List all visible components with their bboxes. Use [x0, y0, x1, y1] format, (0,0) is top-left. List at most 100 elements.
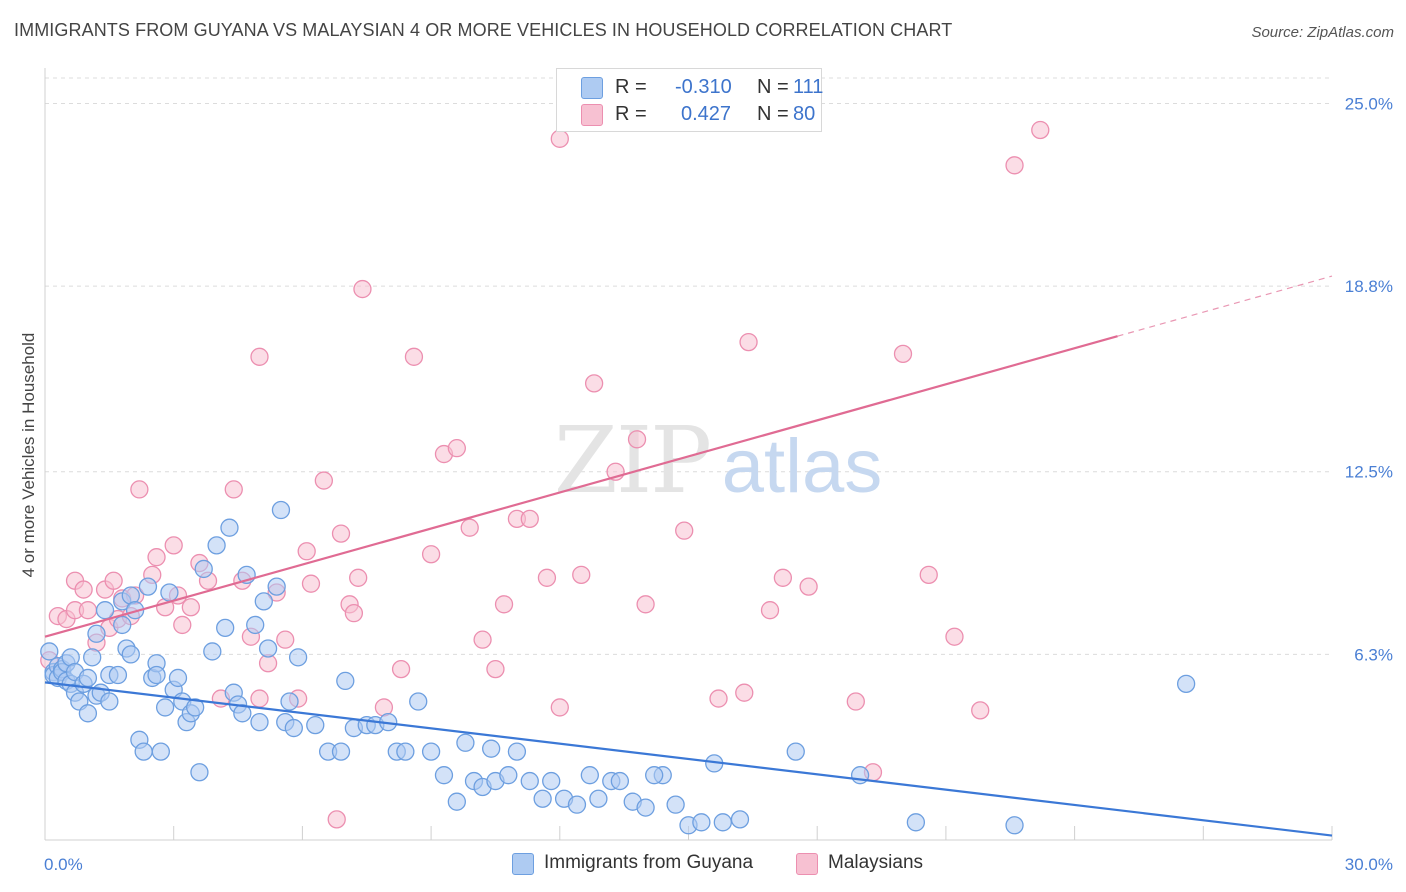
- data-point-guyana: [589, 789, 608, 808]
- data-point-malaysians: [520, 509, 539, 529]
- data-point-guyana: [331, 742, 351, 761]
- data-point-malaysians: [78, 601, 98, 620]
- data-point-guyana: [1005, 816, 1024, 835]
- data-point-malaysians: [181, 598, 201, 617]
- data-point-guyana: [730, 810, 750, 829]
- data-point-guyana: [40, 642, 59, 661]
- y-tick-label: 18.8%: [1345, 277, 1393, 296]
- data-point-malaysians: [773, 568, 793, 587]
- data-point-guyana: [713, 813, 732, 832]
- data-point-guyana: [78, 704, 98, 723]
- data-point-malaysians: [537, 568, 557, 587]
- watermark: ZIP atlas: [554, 407, 882, 514]
- data-point-guyana: [288, 648, 308, 667]
- data-point-guyana: [906, 813, 926, 832]
- trend-line-malaysians: [44, 335, 1118, 638]
- data-point-malaysians: [74, 580, 93, 599]
- data-point-guyana: [246, 615, 265, 635]
- data-point-malaysians: [919, 565, 938, 584]
- gridlines: [45, 77, 1332, 655]
- data-point-malaysians: [104, 571, 123, 590]
- data-point-malaysians: [486, 659, 505, 679]
- data-point-guyana: [610, 771, 630, 791]
- data-point-malaysians: [224, 480, 243, 499]
- data-point-malaysians: [572, 565, 591, 584]
- source-label: Source: ZipAtlas.com: [1251, 24, 1394, 41]
- data-point-malaysians: [353, 279, 372, 299]
- legend-box: R = -0.310 N = 111 R = 0.427 N = 80: [556, 68, 823, 132]
- data-point-guyana: [409, 692, 428, 711]
- data-point-guyana: [786, 742, 805, 761]
- data-point-malaysians: [421, 545, 441, 564]
- bottom-legend-swatch-blue: [512, 853, 534, 875]
- data-point-guyana: [284, 718, 303, 738]
- data-point-guyana: [87, 624, 106, 643]
- data-point-malaysians: [893, 344, 913, 364]
- data-point-guyana: [306, 715, 325, 735]
- data-point-malaysians: [799, 577, 818, 596]
- data-point-guyana: [83, 648, 102, 667]
- watermark-zip: ZIP: [554, 407, 710, 514]
- data-point-malaysians: [297, 542, 316, 561]
- bottom-legend-label-guyana: Immigrants from Guyana: [544, 852, 754, 873]
- data-point-malaysians: [846, 692, 865, 711]
- data-point-guyana: [78, 668, 98, 688]
- data-point-guyana: [250, 713, 269, 732]
- data-point-guyana: [254, 592, 273, 611]
- data-point-guyana: [692, 813, 711, 832]
- y-tick-label: 12.5%: [1345, 463, 1393, 482]
- legend-r-label: R =: [615, 103, 647, 125]
- data-point-malaysians: [447, 439, 466, 458]
- trend-lines: [44, 275, 1333, 837]
- data-point-malaysians: [760, 601, 780, 620]
- data-point-guyana: [160, 583, 179, 602]
- data-point-guyana: [280, 692, 299, 711]
- data-point-malaysians: [1031, 120, 1050, 140]
- y-tick-label: 25.0%: [1345, 94, 1393, 113]
- data-point-guyana: [113, 615, 132, 635]
- trend-line-malaysians-extension: [1117, 275, 1333, 337]
- data-point-malaysians: [709, 689, 728, 708]
- data-point-guyana: [421, 742, 441, 761]
- data-point-malaysians: [460, 518, 479, 537]
- data-point-guyana: [580, 766, 599, 785]
- data-point-guyana: [185, 698, 205, 717]
- data-point-malaysians: [173, 615, 192, 635]
- data-point-malaysians: [473, 630, 492, 649]
- data-point-guyana: [108, 665, 128, 685]
- data-point-malaysians: [301, 574, 321, 593]
- data-point-malaysians: [739, 332, 758, 352]
- tick-labels: 6.3% 12.5% 18.8% 25.0% 0.0% 30.0%: [44, 94, 1393, 874]
- bottom-legend-swatch-pink: [796, 853, 818, 875]
- data-point-guyana: [216, 618, 235, 638]
- y-axis-title: 4 or more Vehicles in Household: [19, 333, 38, 578]
- data-point-guyana: [194, 559, 213, 579]
- data-point-guyana: [155, 698, 175, 717]
- data-point-malaysians: [627, 430, 647, 449]
- y-tick-label: 6.3%: [1354, 645, 1393, 664]
- data-point-guyana: [434, 766, 454, 785]
- data-point-guyana: [482, 739, 501, 758]
- data-point-malaysians: [1005, 156, 1024, 175]
- data-point-guyana: [267, 577, 286, 596]
- x-tick-label: 30.0%: [1345, 855, 1393, 874]
- data-point-guyana: [147, 665, 166, 685]
- x-tick-label: 0.0%: [44, 855, 83, 874]
- data-point-guyana: [499, 766, 518, 785]
- watermark-atlas: atlas: [722, 424, 883, 509]
- legend-swatch-blue: [581, 77, 603, 99]
- data-point-malaysians: [130, 480, 149, 499]
- data-point-guyana: [666, 795, 685, 814]
- legend-n-label: N =: [757, 76, 789, 98]
- legend-n-label: N =: [757, 103, 789, 125]
- series-immigrants-from-guyana: [40, 500, 1196, 835]
- data-point-guyana: [190, 763, 209, 782]
- data-point-guyana: [134, 742, 153, 761]
- legend-r-value: 0.427: [681, 103, 732, 125]
- data-point-guyana: [1176, 674, 1196, 694]
- data-point-malaysians: [636, 595, 655, 614]
- data-point-malaysians: [314, 471, 334, 490]
- chart-title: IMMIGRANTS FROM GUYANA VS MALAYSIAN 4 OR…: [14, 20, 953, 40]
- data-point-malaysians: [250, 689, 269, 708]
